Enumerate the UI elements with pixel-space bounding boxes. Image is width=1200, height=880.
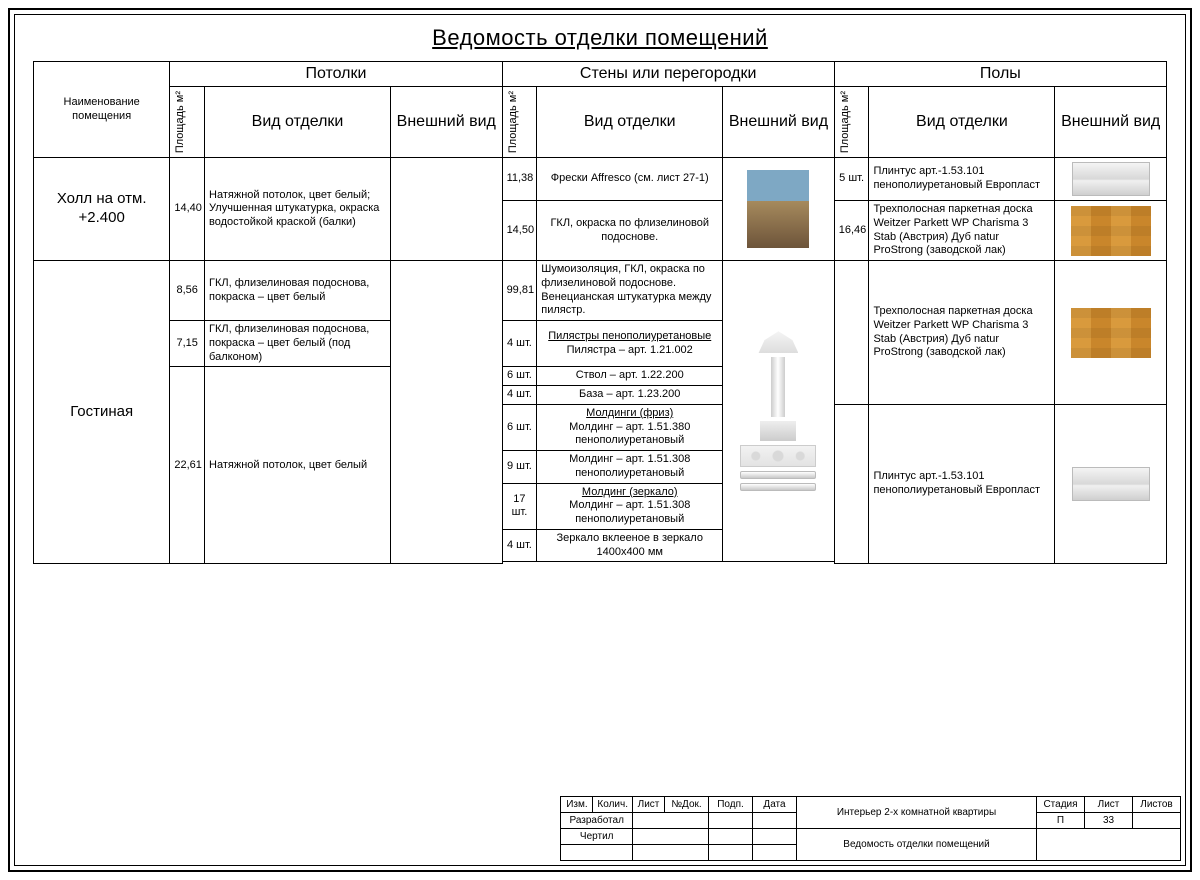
- plinth-swatch: [1072, 162, 1150, 196]
- parquet-swatch: [1071, 206, 1151, 256]
- liv-ceil-type3: Натяжной потолок, цвет белый: [205, 367, 391, 564]
- hall-floor-look1: [1055, 158, 1167, 201]
- st-podp: Подп.: [709, 797, 753, 813]
- h-area-2: Площадь м²: [502, 87, 537, 158]
- h-look-3: Внешний вид: [1055, 87, 1167, 158]
- st-sheet-title: Ведомость отделки помещений: [797, 829, 1037, 861]
- st-sheet: 33: [1085, 813, 1133, 829]
- parquet-swatch-2: [1071, 308, 1151, 358]
- hall-ceil-area: 14,40: [170, 158, 205, 261]
- hall-wall-look: [723, 158, 835, 261]
- h-type-1: Вид отделки: [205, 87, 391, 158]
- liv-wall-q3: 4 шт.: [502, 386, 537, 405]
- base-icon: [760, 421, 796, 441]
- liv-ceil-area3: 22,61: [170, 367, 205, 564]
- st-sheets: [1133, 813, 1181, 829]
- liv-wall-type1: Шумоизоляция, ГКЛ, окраска по флизелинов…: [537, 261, 723, 321]
- st-data: Дата: [753, 797, 797, 813]
- h-room: Наименование помещения: [34, 62, 170, 158]
- hall-floor-look2: [1055, 201, 1167, 261]
- liv-wall-t1: Пилястры пенополиуретановые Пилястра – а…: [537, 321, 723, 367]
- h-look-1: Внешний вид: [390, 87, 502, 158]
- st-project: Интерьер 2-х комнатной квартиры: [797, 797, 1037, 829]
- hall-wall-type2: ГКЛ, окраска по флизелиновой подоснове.: [537, 201, 723, 261]
- liv-floor-look2: [1055, 404, 1167, 564]
- shaft-icon: [771, 357, 785, 417]
- st-h-stage: Стадия: [1037, 797, 1085, 813]
- liv-ceil-area1: 8,56: [170, 261, 205, 321]
- hall-ceil-look: [390, 158, 502, 261]
- liv-ceil-look: [390, 261, 502, 564]
- liv-wall-t3: База – арт. 1.23.200: [537, 386, 723, 405]
- hall-floor-area2: 16,46: [834, 201, 869, 261]
- liv-wall-q5: 9 шт.: [502, 451, 537, 484]
- h-area-1: Площадь м²: [170, 87, 205, 158]
- st-stage: П: [1037, 813, 1085, 829]
- liv-wall-t6: Молдинг (зеркало) Молдинг – арт. 1.51.30…: [537, 483, 723, 529]
- liv-wall-t7: Зеркало вклееное в зеркало 1400х400 мм: [537, 529, 723, 562]
- hall-wall-type1: Фрески Affresco (см. лист 27-1): [537, 158, 723, 201]
- st-ndok: №Док.: [665, 797, 709, 813]
- st-h-sheet: Лист: [1085, 797, 1133, 813]
- page-title: Ведомость отделки помещений: [15, 15, 1185, 57]
- hall-floor-type1: Плинтус арт.-1.53.101 пенополиуретановый…: [869, 158, 1055, 201]
- liv-ceil-area2: 7,15: [170, 321, 205, 367]
- capitel-icon: [758, 331, 798, 353]
- hall-floor-type2: Трехполосная паркетная доска Weitzer Par…: [869, 201, 1055, 261]
- fresco-swatch: [747, 170, 809, 248]
- st-h-sheets: Листов: [1133, 797, 1181, 813]
- liv-wall-q1: 4 шт.: [502, 321, 537, 367]
- plinth-swatch-2: [1072, 467, 1150, 501]
- liv-ceil-type1: ГКЛ, флизелиновая подоснова, покраска – …: [205, 261, 391, 321]
- h-ceilings: Потолки: [170, 62, 502, 87]
- title-block: Изм. Колич. Лист №Док. Подп. Дата Интерь…: [560, 796, 1181, 861]
- st-kol: Колич.: [593, 797, 633, 813]
- hall-floor-area1: 5 шт.: [834, 158, 869, 201]
- h-look-2: Внешний вид: [723, 87, 835, 158]
- liv-floor-area1: [834, 261, 869, 405]
- room-hall: Холл на отм. +2.400: [34, 158, 170, 261]
- molding-icon-2: [740, 483, 816, 491]
- hall-ceil-type: Натяжной потолок, цвет белый; Улучшенная…: [205, 158, 391, 261]
- st-izm: Изм.: [561, 797, 593, 813]
- liv-wall-t2: Ствол – арт. 1.22.200: [537, 367, 723, 386]
- hall-wall-area1: 11,38: [502, 158, 537, 201]
- h-area-3: Площадь м²: [834, 87, 869, 158]
- liv-wall-q7: 4 шт.: [502, 529, 537, 562]
- liv-wall-area1: 99,81: [502, 261, 537, 321]
- h-type-2: Вид отделки: [537, 87, 723, 158]
- liv-wall-t4: Молдинги (фриз) Молдинг – арт. 1.51.380 …: [537, 404, 723, 450]
- liv-floor-look1: [1055, 261, 1167, 405]
- liv-floor-area2: [834, 404, 869, 564]
- st-list: Лист: [633, 797, 665, 813]
- liv-wall-t5: Молдинг – арт. 1.51.308 пенополиуретанов…: [537, 451, 723, 484]
- liv-wall-look: [723, 261, 835, 562]
- h-walls: Стены или перегородки: [502, 62, 834, 87]
- frieze-icon: [740, 445, 816, 467]
- st-drew: Чертил: [561, 829, 633, 845]
- molding-icon: [740, 471, 816, 479]
- room-living: Гостиная: [34, 261, 170, 564]
- finishing-table: Наименование помещения Потолки Стены или…: [33, 61, 1167, 564]
- liv-floor-type2: Плинтус арт.-1.53.101 пенополиуретановый…: [869, 404, 1055, 564]
- h-floors: Полы: [834, 62, 1166, 87]
- h-type-3: Вид отделки: [869, 87, 1055, 158]
- liv-ceil-type2: ГКЛ, флизелиновая подоснова, покраска – …: [205, 321, 391, 367]
- liv-wall-q6: 17 шт.: [502, 483, 537, 529]
- liv-floor-type1: Трехполосная паркетная доска Weitzer Par…: [869, 261, 1055, 405]
- liv-wall-q4: 6 шт.: [502, 404, 537, 450]
- st-dev: Разработал: [561, 813, 633, 829]
- hall-wall-area2: 14,50: [502, 201, 537, 261]
- liv-wall-q2: 6 шт.: [502, 367, 537, 386]
